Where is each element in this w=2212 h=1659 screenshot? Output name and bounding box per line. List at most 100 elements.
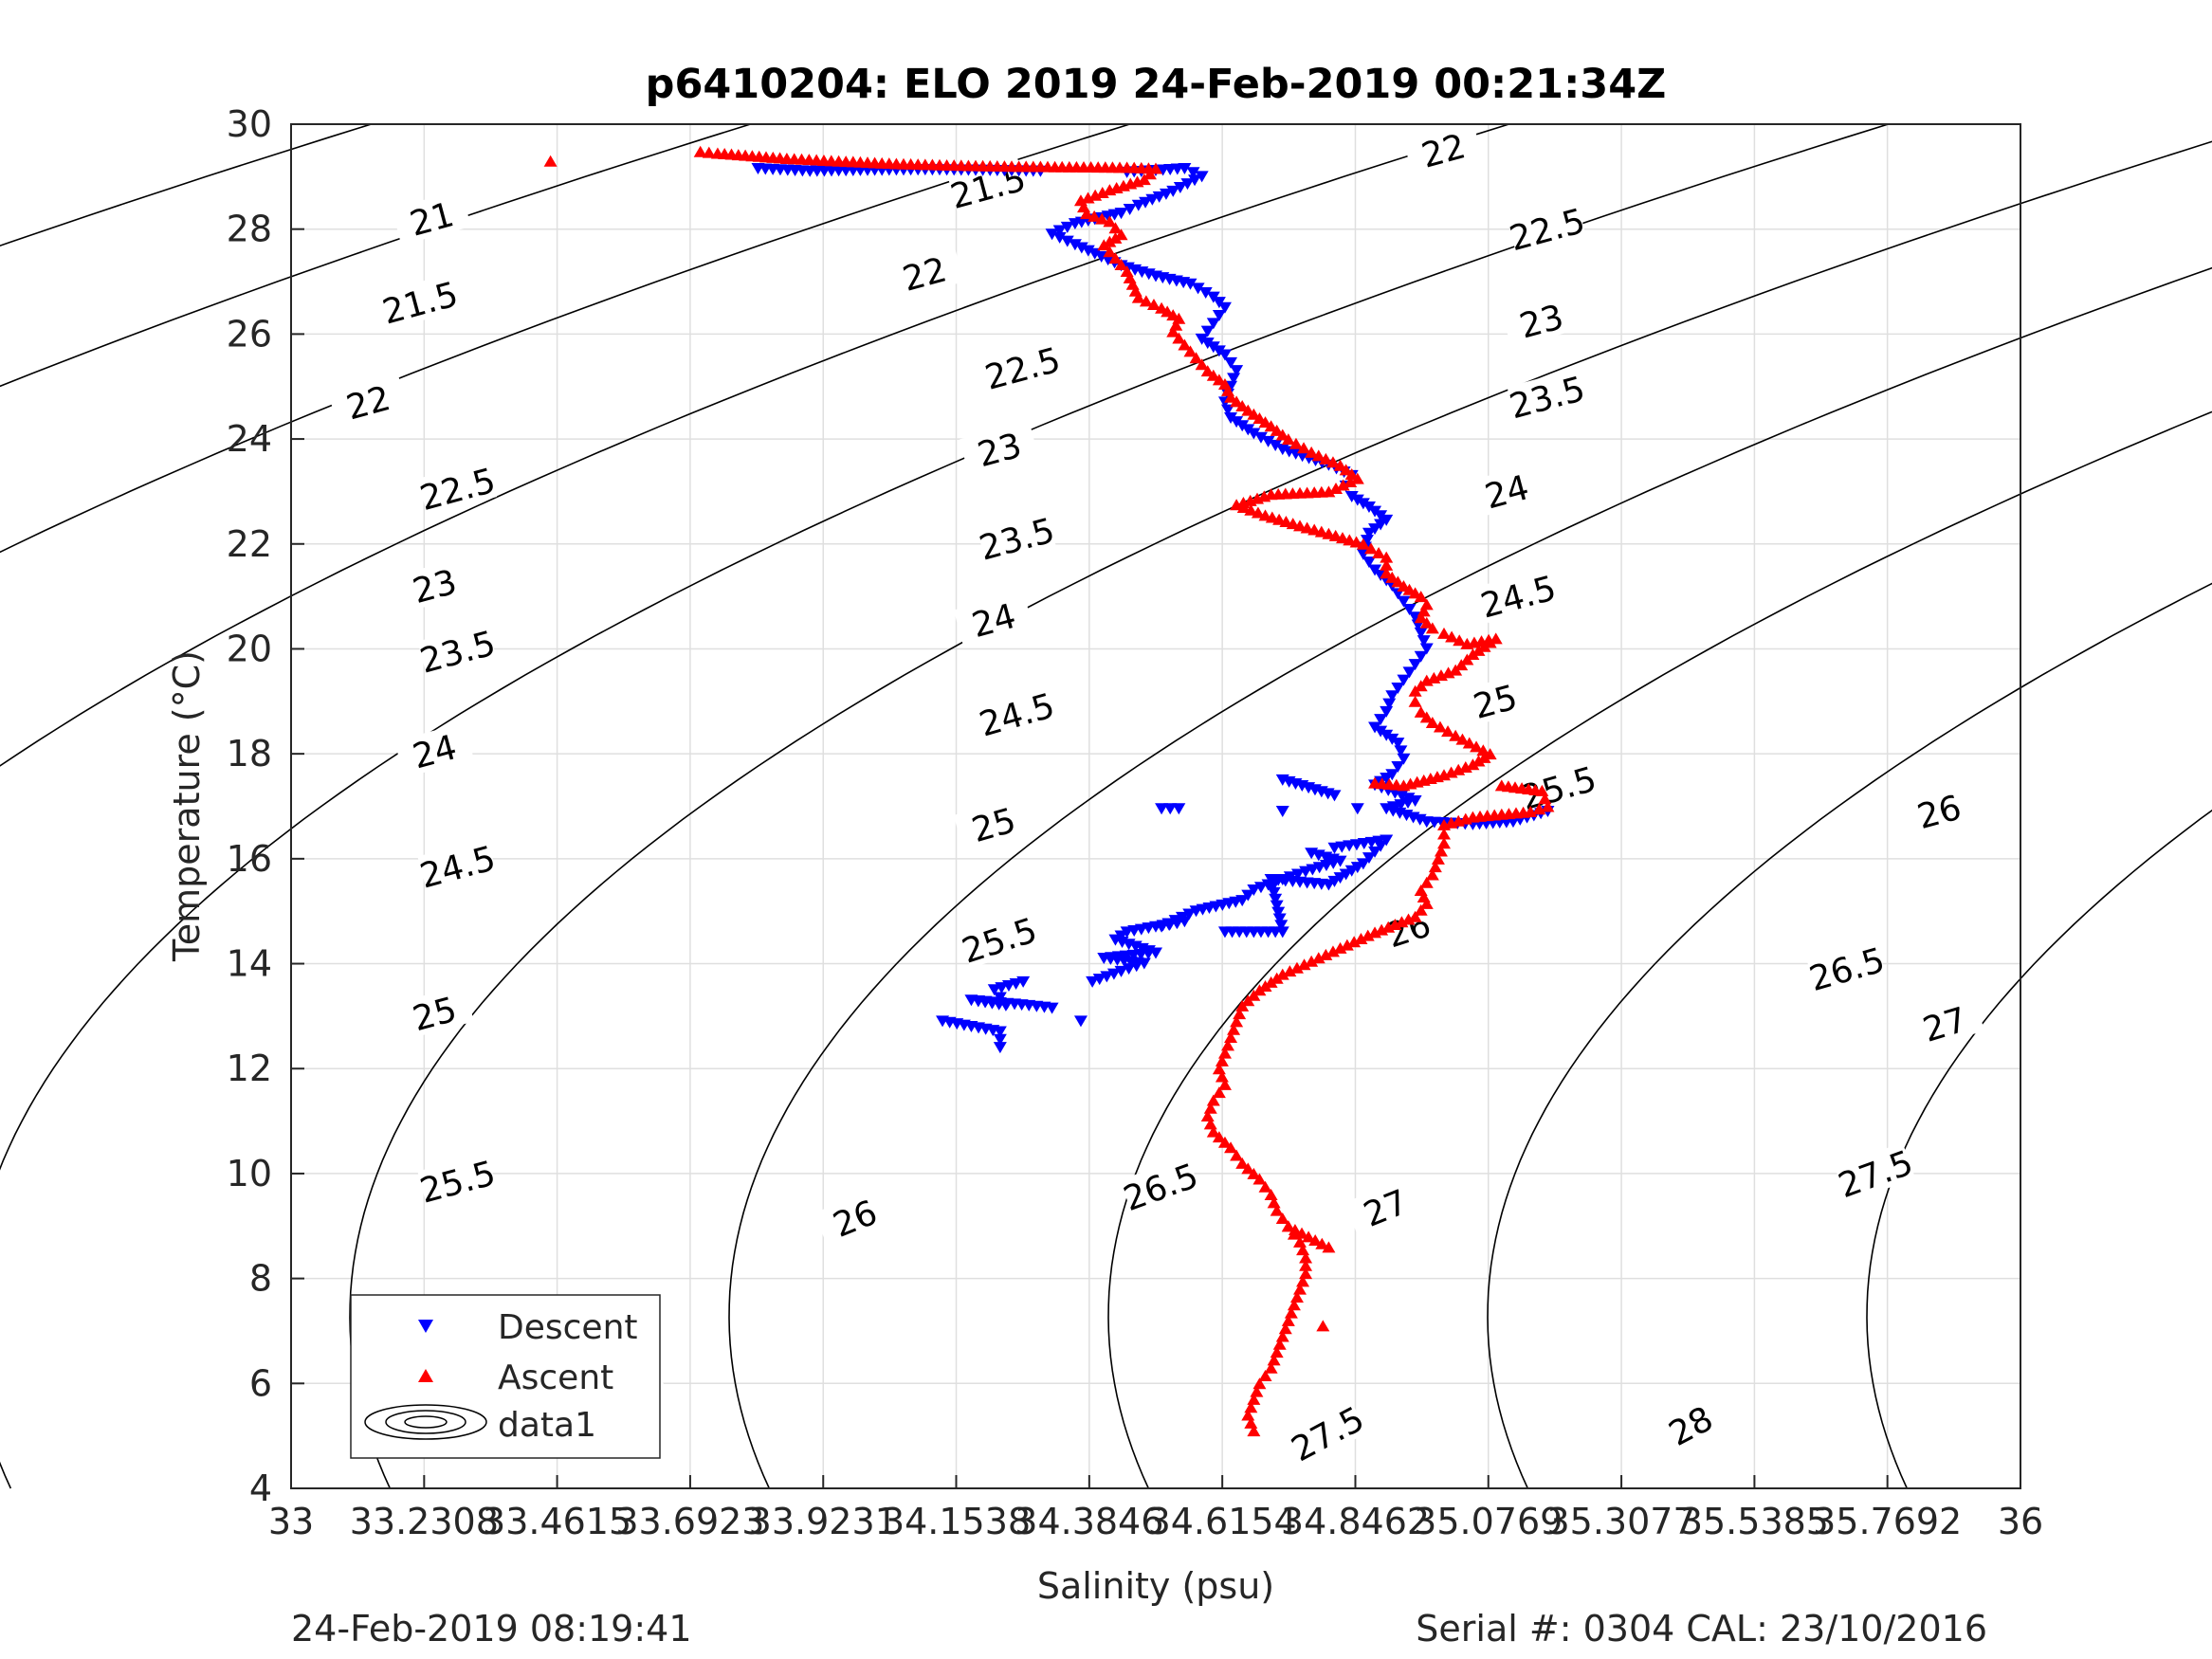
descent-marker [1397,595,1411,608]
descent-marker [1362,556,1376,569]
ascent-marker [1212,1086,1226,1099]
ascent-marker [1195,358,1209,371]
ascent-marker [1258,1370,1272,1382]
descent-marker [1081,245,1095,257]
ascent-marker [1437,627,1451,639]
ascent-marker [1340,939,1354,951]
y-tick-label: 28 [227,209,272,250]
descent-marker [1374,714,1388,726]
ascent-marker [1462,737,1476,749]
descent-marker [1131,199,1145,211]
ascent-marker [1325,456,1340,468]
descent-marker [1275,926,1289,939]
ascent-marker [1206,1094,1220,1106]
descent-marker [1368,721,1382,734]
y-tick-label: 30 [227,103,272,145]
descent-marker [1391,738,1405,750]
x-axis-label: Salinity (psu) [1037,1565,1274,1607]
ascent-marker [702,146,716,158]
ascent-marker [1434,669,1448,682]
legend-data1-label: data1 [498,1406,596,1445]
isopycnal-label-background [1454,672,1535,728]
footer-serial-calibration: Serial #: 0304 CAL: 23/10/2016 [1416,1608,1987,1650]
ascent-marker [1139,295,1153,307]
descent-marker [1271,906,1286,919]
ascent-marker [1319,452,1333,465]
descent-marker [1186,167,1200,179]
ascent-marker [1452,763,1466,775]
ascent-marker [1470,740,1484,753]
ascent-marker [1319,948,1333,960]
ascent-marker [1437,837,1451,849]
ascent-marker [1425,868,1439,881]
descent-marker [1114,930,1128,942]
descent-marker [1188,174,1202,187]
x-tick-label: 35.5385 [1680,1501,1829,1542]
ascent-marker [1444,766,1458,778]
x-tick-label: 34.8462 [1281,1501,1430,1542]
legend-ascent-marker [418,1369,433,1382]
isopycnal-label-background [884,245,964,301]
y-tick-label: 10 [227,1153,272,1194]
ascent-marker [1302,1231,1316,1243]
ascent-marker [1431,852,1445,865]
ascent-marker [1454,659,1469,671]
isopycnal-label-background [982,339,1063,395]
descent-marker [1419,643,1434,655]
ascent-marker [1206,1125,1220,1138]
legend-descent-marker [418,1320,433,1333]
chart-title: p6410204: ELO 2019 24-Feb-2019 00:21:34Z [646,61,1667,108]
isopycnal-label-background [1286,1398,1368,1467]
descent-marker [1094,250,1108,263]
isopycnal-label-background [417,460,498,516]
y-tick-label: 14 [227,943,272,985]
ascent-marker [1329,482,1343,494]
ascent-marker [1333,941,1347,954]
ascent-marker [1307,523,1322,536]
ascent-marker [1453,634,1467,647]
ascent-marker [1305,446,1319,458]
ascent-marker [1241,1162,1255,1175]
ascent-marker [1295,1227,1309,1239]
ascent-marker [1289,961,1304,974]
x-tick-label: 34.1538 [882,1501,1031,1542]
descent-marker [1394,745,1408,757]
descent-marker [1241,424,1255,436]
ascent-marker [1267,1196,1281,1209]
ascent-marker [1460,653,1474,665]
ascent-marker [1281,1314,1295,1326]
descent-marker [1172,803,1186,815]
ascent-marker [1305,955,1319,967]
isopycnal-line [728,266,2212,1489]
ascent-marker [1283,965,1297,977]
descent-marker [1088,247,1102,260]
ascent-marker [1230,395,1244,408]
descent-marker [993,1026,1007,1038]
isopycnal-label-background [1649,1391,1731,1459]
y-axis-ticks: 4 6 8 10 12 14 16 18 20 22 24 26 28 30 [227,103,304,1509]
descent-marker [1360,535,1374,547]
ascent-marker [1252,1377,1267,1390]
isopycnal-line [1866,809,2212,1489]
descent-marker [1060,221,1074,233]
ascent-marker [1437,818,1451,830]
descent-marker [1414,627,1428,639]
x-tick-label: 35.3077 [1547,1501,1696,1542]
ascent-marker [1244,1401,1258,1413]
descent-marker [1224,356,1238,369]
isopycnal-label: 23 [959,420,1039,477]
ascent-marker [1270,424,1284,436]
x-tick-label: 33 [268,1501,314,1542]
ascent-marker [1244,503,1258,516]
footer-timestamp: 24-Feb-2019 08:19:41 [291,1608,692,1650]
ascent-marker [1296,1275,1310,1287]
ascent-marker [1425,716,1439,728]
ascent-marker [1441,666,1455,679]
ascent-marker [1419,897,1434,909]
x-tick-label: 36 [1998,1501,2043,1542]
descent-marker [1275,774,1289,786]
isopycnal-label-background [953,591,1033,647]
ascent-marker [1172,332,1186,344]
descent-marker [1385,690,1399,702]
ascent-marker [1414,705,1428,718]
